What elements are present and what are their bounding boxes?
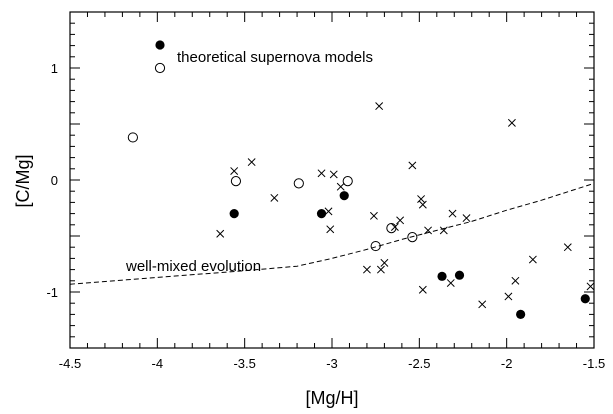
cross-point xyxy=(511,276,520,285)
x-tick-label: -2.5 xyxy=(408,356,430,371)
cross-point xyxy=(329,170,338,179)
legend-label: theoretical supernova models xyxy=(177,49,373,66)
cross-point xyxy=(336,182,345,191)
axis-ticks xyxy=(69,11,595,349)
cross-point xyxy=(462,214,471,223)
open-circle-point xyxy=(342,176,353,187)
cross-point xyxy=(362,265,371,274)
cross-point xyxy=(418,200,427,209)
y-axis-label: [C/Mg] xyxy=(13,154,33,207)
cross-point xyxy=(247,158,256,167)
filled-circle-point xyxy=(437,271,447,281)
cross-point xyxy=(424,226,433,235)
cross-point xyxy=(369,211,378,220)
cross-point xyxy=(446,279,455,287)
x-tick-label: -3 xyxy=(326,356,338,371)
cross-point xyxy=(418,285,427,294)
x-tick-labels: -4.5 -4 -3.5 -3 -2.5 -2 -1.5 xyxy=(59,356,605,371)
y-tick-labels: 1 0 -1 xyxy=(46,61,58,300)
open-circle-point xyxy=(370,240,381,252)
cross-point xyxy=(439,226,448,235)
line-annotation: well-mixed evolution xyxy=(125,258,261,275)
cross-point xyxy=(317,169,326,178)
x-tick-label: -3.5 xyxy=(233,356,255,371)
cross-point xyxy=(507,118,516,127)
x-tick-label: -4.5 xyxy=(59,356,81,371)
filled-circle-point xyxy=(339,191,349,201)
cross-point xyxy=(448,209,457,218)
data-points xyxy=(127,102,595,319)
well-mixed-evolution-line xyxy=(69,182,595,285)
cross-point xyxy=(417,195,426,203)
y-tick-label: 0 xyxy=(51,173,58,188)
cross-point xyxy=(504,292,513,301)
open-circle-point xyxy=(407,232,418,243)
x-axis-label: [Mg/H] xyxy=(305,388,358,408)
cross-point xyxy=(396,216,405,225)
open-circle-point xyxy=(293,178,304,189)
cross-point xyxy=(375,102,384,111)
x-tick-label: -1.5 xyxy=(583,356,605,371)
y-tick-label: 1 xyxy=(51,61,58,76)
series-lines xyxy=(69,182,595,285)
cross-point xyxy=(563,243,572,252)
cross-point xyxy=(230,167,239,175)
open-circle-point xyxy=(127,132,138,143)
y-tick-label: -1 xyxy=(46,285,58,300)
cross-point xyxy=(324,207,333,216)
cross-point xyxy=(528,255,537,264)
open-circle-point xyxy=(386,223,397,234)
cross-point xyxy=(478,300,487,309)
cross-point xyxy=(586,282,595,291)
cross-point xyxy=(270,193,279,202)
filled-circle-point xyxy=(316,209,327,219)
filled-circle-point xyxy=(580,294,590,304)
x-tick-label: -4 xyxy=(152,356,164,371)
cross-point xyxy=(376,265,385,274)
cross-point xyxy=(326,225,335,234)
legend: theoretical supernova models xyxy=(154,40,373,74)
cross-point xyxy=(380,258,389,267)
cross-point xyxy=(216,229,225,238)
legend-marker-filled xyxy=(155,40,165,50)
filled-circle-point xyxy=(229,209,239,219)
legend-marker-open xyxy=(154,62,166,74)
filled-circle-point xyxy=(516,309,526,319)
cross-point xyxy=(390,223,399,231)
filled-circle-point xyxy=(454,270,465,280)
open-circle-point xyxy=(230,176,242,187)
x-tick-label: -2 xyxy=(501,356,513,371)
cross-point xyxy=(408,161,417,170)
